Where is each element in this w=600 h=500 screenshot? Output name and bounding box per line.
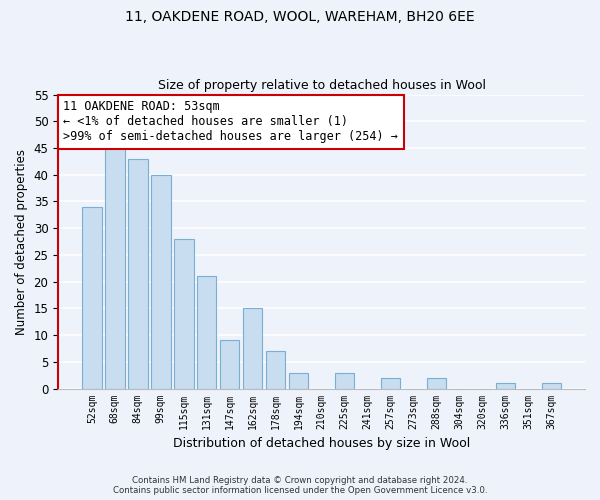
Text: 11 OAKDENE ROAD: 53sqm
← <1% of detached houses are smaller (1)
>99% of semi-det: 11 OAKDENE ROAD: 53sqm ← <1% of detached… xyxy=(64,100,398,144)
Bar xyxy=(427,378,446,388)
X-axis label: Distribution of detached houses by size in Wool: Distribution of detached houses by size … xyxy=(173,437,470,450)
Text: Contains HM Land Registry data © Crown copyright and database right 2024.
Contai: Contains HM Land Registry data © Crown c… xyxy=(113,476,487,495)
Bar xyxy=(335,372,355,388)
Bar xyxy=(381,378,400,388)
Y-axis label: Number of detached properties: Number of detached properties xyxy=(15,148,28,334)
Bar xyxy=(266,351,286,389)
Bar xyxy=(197,276,217,388)
Bar xyxy=(220,340,239,388)
Bar xyxy=(542,383,561,388)
Bar xyxy=(174,239,194,388)
Bar xyxy=(496,383,515,388)
Bar xyxy=(105,142,125,388)
Bar xyxy=(82,207,101,388)
Text: 11, OAKDENE ROAD, WOOL, WAREHAM, BH20 6EE: 11, OAKDENE ROAD, WOOL, WAREHAM, BH20 6E… xyxy=(125,10,475,24)
Bar xyxy=(151,174,170,388)
Bar xyxy=(128,158,148,388)
Title: Size of property relative to detached houses in Wool: Size of property relative to detached ho… xyxy=(158,79,485,92)
Bar xyxy=(289,372,308,388)
Bar xyxy=(243,308,262,388)
